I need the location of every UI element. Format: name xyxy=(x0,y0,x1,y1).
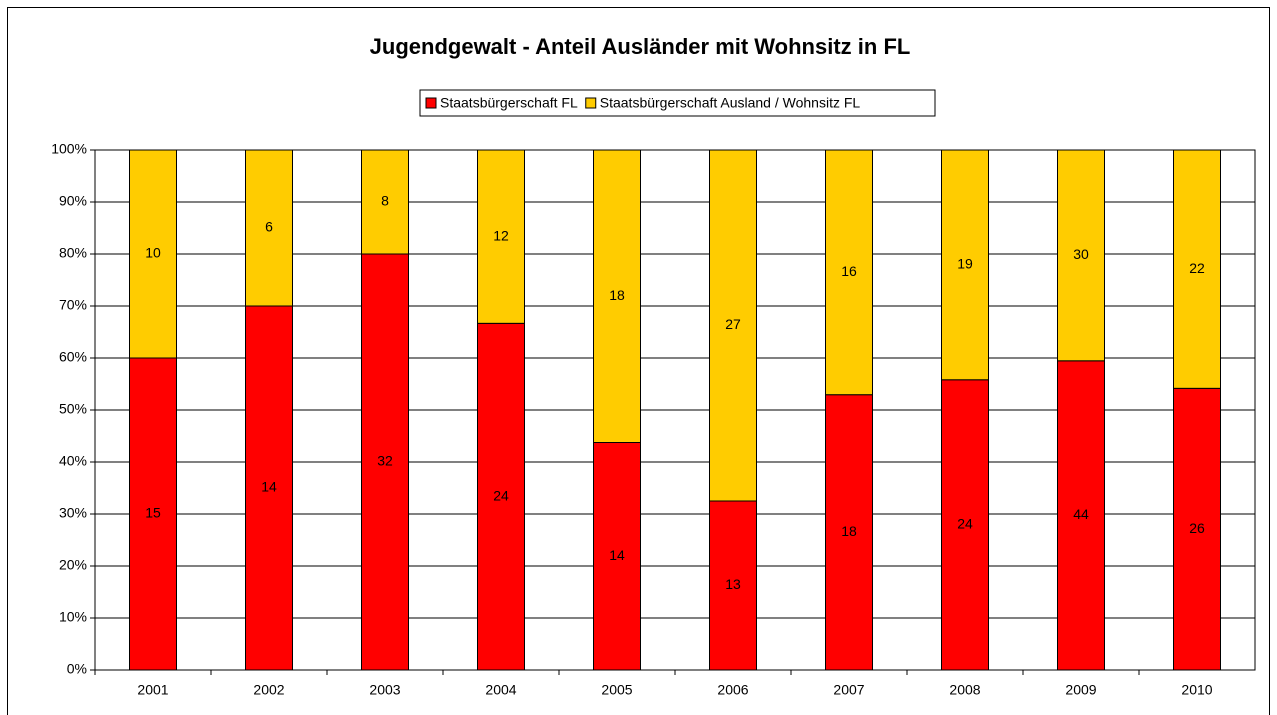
y-tick-label: 80% xyxy=(59,245,87,261)
bar-segment xyxy=(1057,149,1105,362)
x-tick-label: 2005 xyxy=(601,682,632,698)
bar-segment xyxy=(129,357,177,671)
bar-segment xyxy=(709,149,757,502)
y-tick-label: 50% xyxy=(59,401,87,417)
bar-segment xyxy=(477,149,525,324)
data-label: 15 xyxy=(145,505,161,521)
x-tick-label: 2007 xyxy=(833,682,864,698)
y-tick-label: 60% xyxy=(59,349,87,365)
data-label: 27 xyxy=(725,316,741,332)
data-label: 44 xyxy=(1073,506,1089,522)
y-tick-label: 90% xyxy=(59,193,87,209)
legend-swatch xyxy=(425,97,437,109)
data-label: 10 xyxy=(145,245,161,261)
x-tick-label: 2003 xyxy=(369,682,400,698)
data-label: 6 xyxy=(265,219,273,235)
bar-segment xyxy=(245,149,293,307)
chart-title: Jugendgewalt - Anteil Ausländer mit Wohn… xyxy=(370,34,911,59)
bar-segment xyxy=(1173,149,1221,389)
bar-segment xyxy=(825,394,873,671)
bar-segment xyxy=(477,322,525,671)
y-tick-label: 40% xyxy=(59,453,87,469)
y-tick-label: 10% xyxy=(59,609,87,625)
bar-segment xyxy=(361,149,409,255)
legend-swatch xyxy=(585,97,597,109)
y-tick-label: 70% xyxy=(59,297,87,313)
data-label: 19 xyxy=(957,256,973,272)
bar-segment xyxy=(593,149,641,443)
data-label: 32 xyxy=(377,453,393,469)
bar-segment xyxy=(825,149,873,396)
bar-segment xyxy=(361,253,409,671)
bar-segment xyxy=(941,379,989,671)
x-tick-label: 2004 xyxy=(485,682,516,698)
x-tick-label: 2009 xyxy=(1065,682,1096,698)
bar-segment xyxy=(709,500,757,671)
data-label: 14 xyxy=(609,547,625,563)
bar-segment xyxy=(941,149,989,381)
y-tick-label: 20% xyxy=(59,557,87,573)
data-label: 16 xyxy=(841,263,857,279)
y-tick-label: 0% xyxy=(67,661,87,677)
x-tick-label: 2006 xyxy=(717,682,748,698)
x-tick-label: 2010 xyxy=(1181,682,1212,698)
legend-box xyxy=(419,89,936,117)
data-label: 13 xyxy=(725,576,741,592)
data-label: 14 xyxy=(261,479,277,495)
legend-label: Staatsbürgerschaft FL xyxy=(440,95,578,111)
data-label: 26 xyxy=(1189,520,1205,536)
data-label: 24 xyxy=(493,487,509,503)
data-label: 18 xyxy=(609,287,625,303)
data-label: 30 xyxy=(1073,246,1089,262)
data-label: 24 xyxy=(957,516,973,532)
data-label: 18 xyxy=(841,523,857,539)
y-tick-label: 100% xyxy=(51,141,87,157)
bar-segment xyxy=(129,149,177,359)
data-label: 22 xyxy=(1189,260,1205,276)
y-tick-label: 30% xyxy=(59,505,87,521)
data-label: 8 xyxy=(381,193,389,209)
bar-segment xyxy=(245,305,293,671)
chart-frame xyxy=(7,7,1270,715)
bar-segment xyxy=(593,442,641,671)
x-tick-label: 2002 xyxy=(253,682,284,698)
legend-label: Staatsbürgerschaft Ausland / Wohnsitz FL xyxy=(600,95,861,111)
x-tick-label: 2008 xyxy=(949,682,980,698)
data-label: 12 xyxy=(493,227,509,243)
x-tick-label: 2001 xyxy=(137,682,168,698)
